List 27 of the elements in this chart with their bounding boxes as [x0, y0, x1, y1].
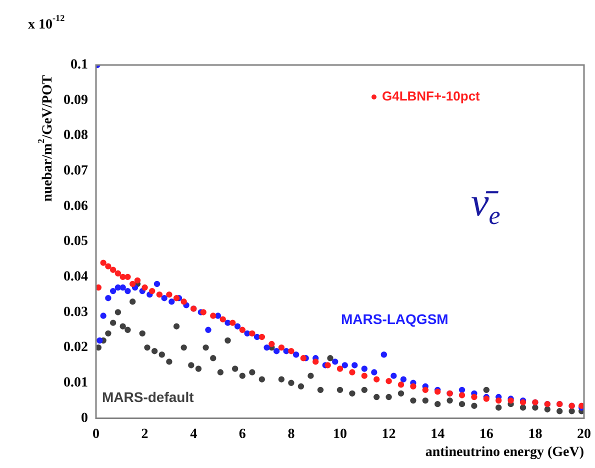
y-tick-label: 0 — [81, 410, 88, 426]
y-tick-label: 0.06 — [64, 198, 88, 214]
y-axis-title: nuebar/m2/GeV/POT — [36, 74, 56, 202]
x-axis-title: antineutrino energy (GeV) — [425, 444, 584, 460]
annotation: MARS-default — [102, 388, 194, 405]
x-tick-label: 12 — [382, 427, 396, 442]
y-tick-label: 0.09 — [64, 92, 88, 108]
y-tick-label: 0.1 — [70, 58, 88, 73]
y-tick-label: 0.07 — [64, 164, 88, 179]
y-tick-label: 0.04 — [64, 270, 88, 285]
y-tick-label: 0.02 — [64, 340, 88, 356]
x-tick-label: 10 — [333, 427, 347, 442]
x-tick-label: 20 — [577, 427, 591, 442]
y-tick-label: 0.01 — [64, 375, 88, 390]
x-tick-label: 18 — [528, 427, 542, 442]
x-tick-label: 14 — [430, 427, 445, 442]
y-tick-label: 0.03 — [64, 304, 88, 320]
legend-label: G4LBNF+-10pct — [382, 88, 481, 104]
y-tick-label: 0.08 — [64, 128, 88, 144]
x-tick-label: 16 — [479, 427, 494, 442]
annotation: MARS-LAQGSM — [341, 310, 448, 327]
x-tick-label: 0 — [92, 427, 100, 442]
x-tick-label: 6 — [238, 427, 246, 442]
x-tick-label: 8 — [288, 427, 295, 442]
y-tick-label: 0.05 — [64, 234, 88, 250]
x-tick-label: 2 — [141, 427, 148, 442]
x-tick-label: 4 — [190, 427, 198, 442]
